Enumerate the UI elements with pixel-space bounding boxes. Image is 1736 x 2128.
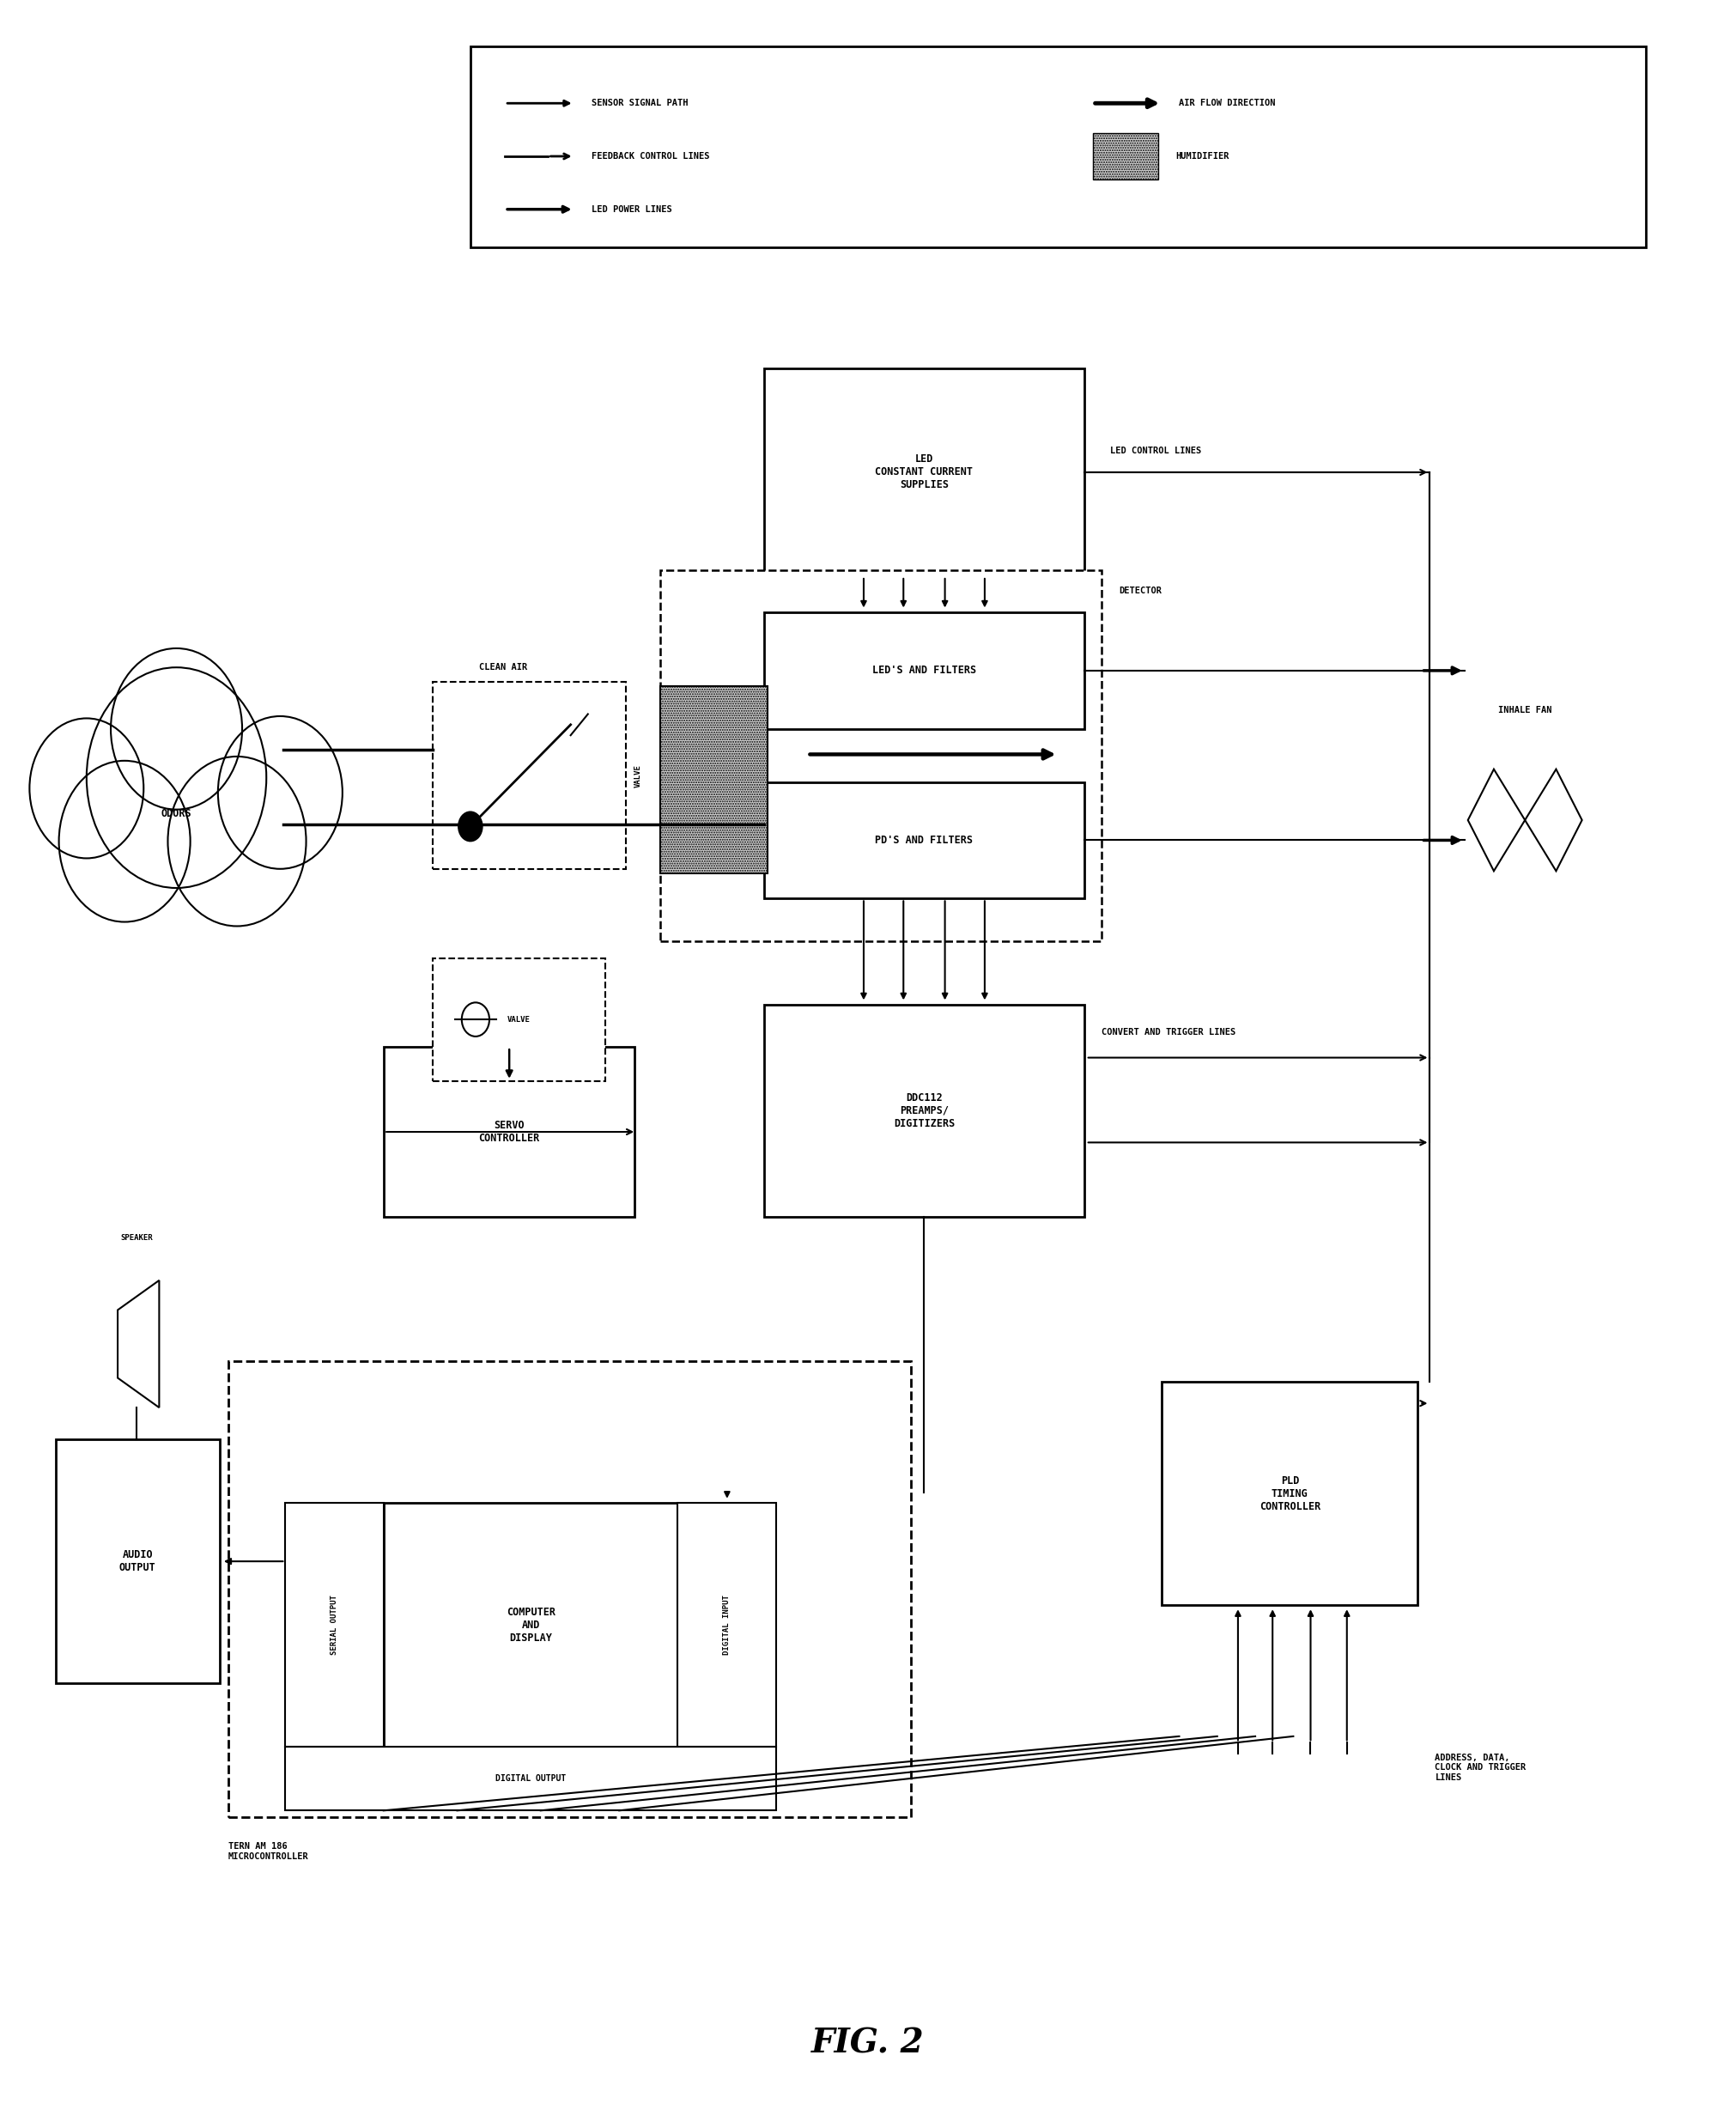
FancyBboxPatch shape	[764, 781, 1083, 898]
Circle shape	[168, 755, 306, 926]
Circle shape	[219, 717, 342, 868]
FancyBboxPatch shape	[229, 1362, 911, 1817]
FancyBboxPatch shape	[660, 687, 767, 872]
FancyBboxPatch shape	[1092, 132, 1158, 179]
Text: SERVO
CONTROLLER: SERVO CONTROLLER	[479, 1119, 540, 1145]
FancyBboxPatch shape	[1161, 1381, 1418, 1605]
FancyBboxPatch shape	[660, 570, 1101, 941]
Text: SENSOR SIGNAL PATH: SENSOR SIGNAL PATH	[592, 100, 687, 109]
FancyBboxPatch shape	[764, 613, 1083, 730]
Text: SERIAL OUTPUT: SERIAL OUTPUT	[332, 1596, 339, 1656]
Text: HUMIDIFIER: HUMIDIFIER	[1175, 151, 1229, 160]
Text: VALVE: VALVE	[635, 764, 642, 787]
Circle shape	[59, 760, 191, 921]
Text: ADDRESS, DATA,
CLOCK AND TRIGGER
LINES: ADDRESS, DATA, CLOCK AND TRIGGER LINES	[1436, 1753, 1526, 1781]
Text: VALVE: VALVE	[507, 1015, 529, 1024]
Text: AUDIO
OUTPUT: AUDIO OUTPUT	[120, 1549, 156, 1573]
Text: DDC112
PREAMPS/
DIGITIZERS: DDC112 PREAMPS/ DIGITIZERS	[894, 1092, 955, 1130]
Circle shape	[87, 668, 266, 887]
FancyBboxPatch shape	[384, 1502, 677, 1747]
Text: FIG. 2: FIG. 2	[811, 2028, 925, 2060]
Text: PD'S AND FILTERS: PD'S AND FILTERS	[875, 834, 974, 845]
FancyBboxPatch shape	[384, 1047, 635, 1217]
FancyBboxPatch shape	[764, 1004, 1083, 1217]
Text: LED POWER LINES: LED POWER LINES	[592, 204, 672, 213]
Text: AIR FLOW DIRECTION: AIR FLOW DIRECTION	[1179, 100, 1276, 109]
Text: ODORS: ODORS	[161, 809, 191, 819]
Text: INHALE FAN: INHALE FAN	[1498, 706, 1552, 715]
Circle shape	[458, 811, 483, 841]
Text: CONVERT AND TRIGGER LINES: CONVERT AND TRIGGER LINES	[1101, 1028, 1236, 1036]
FancyBboxPatch shape	[677, 1502, 776, 1747]
FancyBboxPatch shape	[285, 1502, 384, 1747]
FancyBboxPatch shape	[285, 1747, 776, 1811]
Text: LED
CONSTANT CURRENT
SUPPLIES: LED CONSTANT CURRENT SUPPLIES	[875, 453, 974, 492]
FancyBboxPatch shape	[56, 1439, 220, 1683]
Circle shape	[111, 649, 241, 809]
Text: SPEAKER: SPEAKER	[120, 1234, 153, 1243]
FancyBboxPatch shape	[432, 683, 627, 868]
Text: CLEAN AIR: CLEAN AIR	[479, 664, 528, 672]
FancyBboxPatch shape	[764, 368, 1083, 577]
Text: DIGITAL OUTPUT: DIGITAL OUTPUT	[495, 1775, 566, 1783]
Text: LED'S AND FILTERS: LED'S AND FILTERS	[871, 666, 976, 677]
Text: FEEDBACK CONTROL LINES: FEEDBACK CONTROL LINES	[592, 151, 710, 160]
FancyBboxPatch shape	[470, 47, 1646, 247]
Text: DIGITAL INPUT: DIGITAL INPUT	[724, 1596, 731, 1656]
Text: DETECTOR: DETECTOR	[1118, 587, 1161, 596]
Text: TERN AM 186
MICROCONTROLLER: TERN AM 186 MICROCONTROLLER	[229, 1843, 309, 1860]
Circle shape	[30, 719, 144, 858]
FancyBboxPatch shape	[432, 958, 606, 1081]
Text: COMPUTER
AND
DISPLAY: COMPUTER AND DISPLAY	[507, 1607, 556, 1643]
Text: LED CONTROL LINES: LED CONTROL LINES	[1109, 447, 1201, 455]
Text: PLD
TIMING
CONTROLLER: PLD TIMING CONTROLLER	[1259, 1475, 1321, 1511]
